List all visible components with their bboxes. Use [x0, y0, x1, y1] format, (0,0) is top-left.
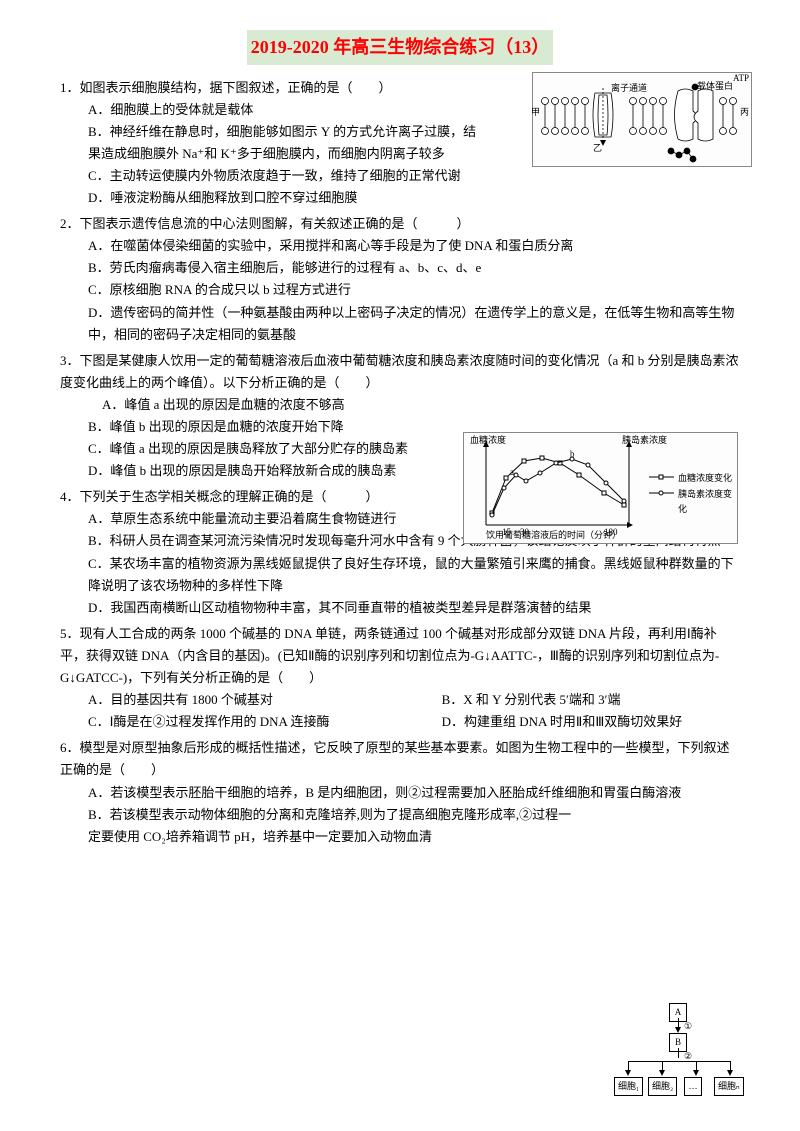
- question-6: 6．模型是对原型抽象后形成的概括性描述，它反映了原型的某些基本要素。如图为生物工…: [60, 737, 740, 847]
- q6-option-a: A．若该模型表示胚胎干细胞的培养，B 是内细胞团，则②过程需要加入胚胎成纤维细胞…: [60, 782, 740, 804]
- fig1-bing-label: 丙: [740, 105, 749, 120]
- fig3-xlabel: 饮用葡萄糖溶液后的时间（分钟）: [486, 528, 621, 543]
- figure-glucose-chart: 血糖浓度 胰岛素浓度 血糖浓度变化 胰岛素浓度变化 a b 15 30 180 …: [463, 432, 738, 544]
- q6-option-b: B．若该模型表示动物体细胞的分离和克隆培养,则为了提高细胞克隆形成率,②过程一定…: [60, 804, 580, 848]
- q5-option-a: A．目的基因共有 1800 个碱基对: [60, 689, 414, 711]
- q3-stem: 3．下图是某健康人饮用一定的葡萄糖溶液后血液中葡萄糖浓度和胰岛素浓度随时间的变化…: [60, 350, 740, 394]
- fig1-channel-label: 离子通道: [611, 81, 647, 96]
- fig3-point-a: a: [510, 465, 514, 480]
- q4-option-c: C．某农场丰富的植物资源为黑线姬鼠提供了良好生存环境，鼠的大量繁殖引来鹰的捕食。…: [60, 553, 740, 597]
- q5-option-c: C．Ⅰ酶是在②过程发挥作用的 DNA 连接酶: [60, 711, 414, 733]
- fig1-carrier-label: 载体蛋白: [697, 79, 733, 94]
- q3-option-a: A．峰值 a 出现的原因是血糖的浓度不够高: [60, 394, 440, 416]
- fig6-cell-2: 细胞₂: [648, 1077, 677, 1096]
- q6-stem: 6．模型是对原型抽象后形成的概括性描述，它反映了原型的某些基本要素。如图为生物工…: [60, 737, 740, 781]
- fig6-proc-1: ①: [684, 1019, 692, 1034]
- fig6-proc-2: ②: [684, 1049, 692, 1064]
- q2-option-c: C．原核细胞 RNA 的合成只以 b 过程方式进行: [60, 279, 740, 301]
- q1-option-b: B．神经纤维在静息时，细胞能够如图示 Y 的方式允许离子过膜，结果造成细胞膜外 …: [60, 121, 480, 165]
- q5-option-b: B．X 和 Y 分别代表 5′端和 3′端: [414, 689, 621, 711]
- fig1-jia-label: 甲: [531, 105, 540, 120]
- fig1-yi-label: 乙: [593, 141, 602, 156]
- page-title: 2019-2020 年高三生物综合练习（13）: [247, 30, 554, 65]
- fig6-cell-1: 细胞₁: [614, 1077, 643, 1096]
- q2-option-a: A．在噬菌体侵染细菌的实验中，采用搅拌和离心等手段是为了使 DNA 和蛋白质分离: [60, 235, 740, 257]
- q5-stem: 5．现有人工合成的两条 1000 个碱基的 DNA 单链，两条链通过 100 个…: [60, 623, 740, 689]
- fig1-atp-label: ATP: [733, 71, 749, 86]
- q2-option-b: B．劳氏肉瘤病毒侵入宿主细胞后，能够进行的过程有 a、b、c、d、e: [60, 257, 740, 279]
- q3-option-b: B．峰值 b 出现的原因是血糖的浓度开始下降: [60, 416, 440, 438]
- fig3-ylabel: 血糖浓度: [470, 433, 506, 448]
- q4-option-d: D．我国西南横断山区动植物物种丰富，其不同垂直带的植被类型差异是群落演替的结果: [60, 597, 740, 619]
- question-2: 2．下图表示遗传信息流的中心法则图解，有关叙述正确的是（ ） A．在噬菌体侵染细…: [60, 213, 740, 346]
- q3-option-d: D．峰值 b 出现的原因是胰岛开始释放新合成的胰岛素: [60, 460, 440, 482]
- fig3-legend1: 血糖浓度变化: [678, 471, 732, 486]
- fig6-cell-n: 细胞ₙ: [714, 1077, 744, 1096]
- q5-option-d: D．构建重组 DNA 时用Ⅱ和Ⅲ双酶切效果好: [414, 711, 683, 733]
- figure-membrane: ATP 离子通道 载体蛋白 甲 丙 乙: [532, 72, 752, 167]
- q2-option-d: D．遗传密码的简并性（一种氨基酸由两种以上密码子决定的情况）在遗传学上的意义是，…: [60, 302, 740, 346]
- q1-option-d: D．唾液淀粉酶从细胞释放到口腔不穿过细胞膜: [60, 187, 740, 209]
- fig3-legend2: 胰岛素浓度变化: [678, 487, 737, 518]
- q3-option-c: C．峰值 a 出现的原因是胰岛释放了大部分贮存的胰岛素: [60, 438, 440, 460]
- fig6-cell-dots: …: [684, 1077, 702, 1096]
- q1-option-a: A．细胞膜上的受体就是载体: [60, 99, 480, 121]
- fig3-point-b: b: [570, 447, 575, 462]
- fig3-ylabel2: 胰岛素浓度: [622, 433, 667, 448]
- figure-model-tree: A ① B ② 细胞₁ 细胞₂ … 细胞ₙ: [614, 1003, 744, 1113]
- q2-stem: 2．下图表示遗传信息流的中心法则图解，有关叙述正确的是（ ）: [60, 213, 740, 235]
- question-5: 5．现有人工合成的两条 1000 个碱基的 DNA 单链，两条链通过 100 个…: [60, 623, 740, 733]
- q1-option-c: C．主动转运使膜内外物质浓度趋于一致，维持了细胞的正常代谢: [60, 165, 480, 187]
